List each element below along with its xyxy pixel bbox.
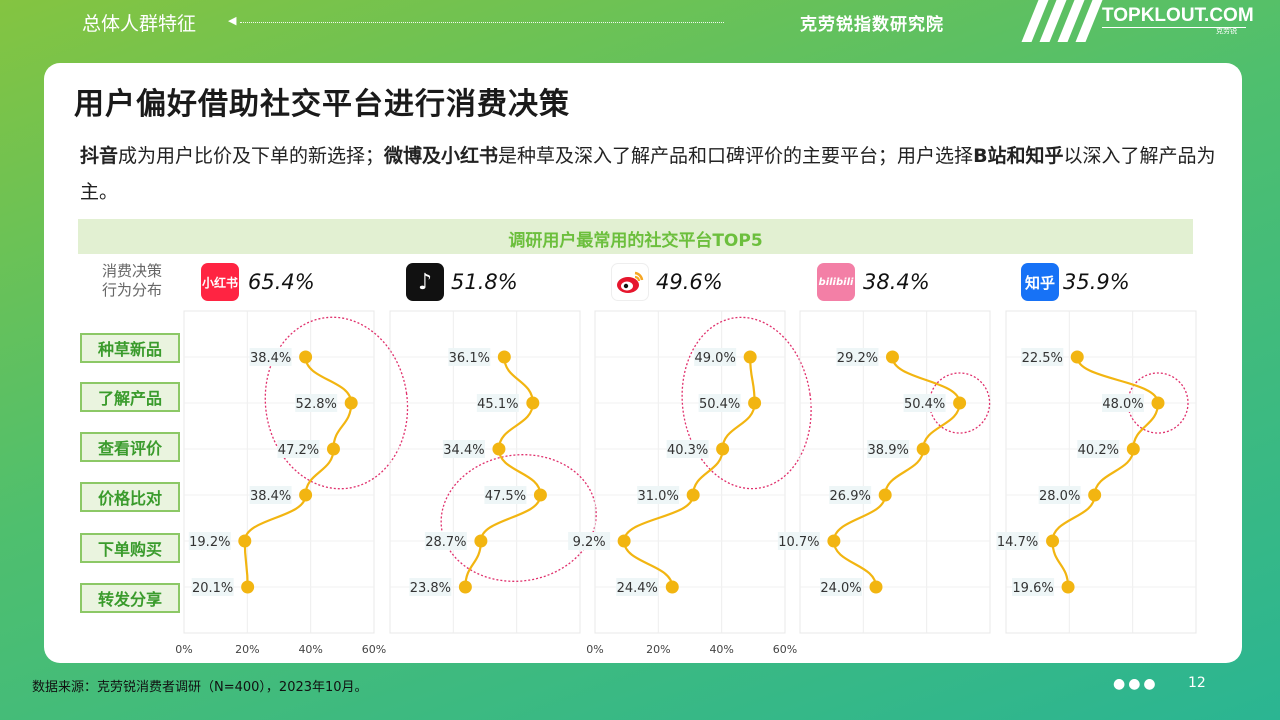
desc-text-2: 是种草及深入了解产品和口碑评价的主要平台；用户选择 <box>498 145 974 167</box>
xiaohongshu-share: 65.4% <box>248 270 315 294</box>
desc-text-1: 成为用户比价及下单的新选择； <box>118 145 385 167</box>
row-header: 消费决策 行为分布 <box>96 262 168 300</box>
page-title: 用户偏好借助社交平台进行消费决策 <box>74 87 570 122</box>
brand-logo: TOPKLOUT.COM <box>1102 5 1254 26</box>
category-label: 查看评价 <box>80 432 180 462</box>
top-bar: 总体人群特征 ◀ 克劳锐指数研究院 TOPKLOUT.COM 克劳锐 <box>0 0 1280 44</box>
org-name: 克劳锐指数研究院 <box>800 15 944 35</box>
row-header-line1: 消费决策 <box>101 262 162 280</box>
desc-text-3: 以深入了解产品为主。 <box>80 145 1216 203</box>
bilibili-share: 38.4% <box>863 270 930 294</box>
section-title: 总体人群特征 <box>82 13 197 35</box>
desc-bold-3: B站和知乎 <box>973 145 1064 167</box>
weibo-icon <box>611 263 649 301</box>
chart-title: 调研用户最常用的社交平台TOP5 <box>508 231 763 251</box>
bilibili-icon: bilibili <box>817 263 855 301</box>
data-source: 数据来源：克劳锐消费者调研（N=400），2023年10月。 <box>32 680 368 695</box>
weibo-share: 49.6% <box>656 270 723 294</box>
desc-bold-1: 抖音 <box>80 145 119 167</box>
logo-underline <box>1102 27 1246 36</box>
logo-sub-text: 克劳锐 <box>1216 27 1237 35</box>
description: 抖音成为用户比价及下单的新选择；微博及小红书是种草及深入了解产品和口碑评价的主要… <box>80 138 1220 210</box>
category-label: 了解产品 <box>80 382 180 412</box>
category-label: 种草新品 <box>80 333 180 363</box>
category-label: 转发分享 <box>80 583 180 613</box>
zhihu-icon: 知乎 <box>1021 263 1059 301</box>
xiaohongshu-icon: 小红书 <box>201 263 239 301</box>
header-divider <box>240 22 724 23</box>
douyin-icon: ♪ <box>406 263 444 301</box>
category-label: 价格比对 <box>80 482 180 512</box>
chart-title-band: 调研用户最常用的社交平台TOP5 <box>78 219 1193 254</box>
stripes-decoration <box>1016 0 1103 42</box>
category-label: 下单购买 <box>80 533 180 563</box>
row-header-line2: 行为分布 <box>101 281 162 299</box>
zhihu-share: 35.9% <box>1063 270 1130 294</box>
pagination-dots: ●●● <box>1113 676 1159 692</box>
left-arrow-icon: ◀ <box>228 14 237 27</box>
douyin-share: 51.8% <box>451 270 518 294</box>
desc-bold-2: 微博及小红书 <box>384 145 499 167</box>
page-number: 12 <box>1188 675 1206 691</box>
